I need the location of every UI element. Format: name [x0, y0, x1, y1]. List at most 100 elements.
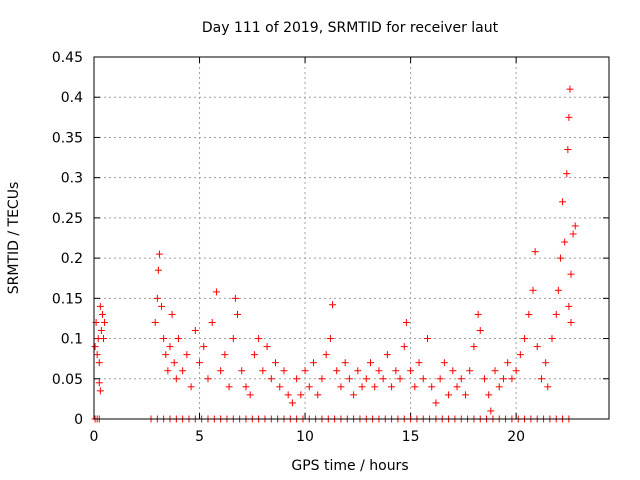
data-point: [288, 399, 296, 407]
data-point: [191, 327, 199, 335]
data-point: [91, 343, 99, 351]
data-point: [231, 294, 239, 302]
data-point: [487, 407, 495, 415]
grid: [94, 57, 609, 419]
data-point: [474, 310, 482, 318]
data-point: [179, 367, 187, 375]
data-point: [166, 343, 174, 351]
y-tick-label: 0.15: [52, 291, 83, 307]
data-point: [533, 343, 541, 351]
data-point: [170, 359, 178, 367]
data-point: [305, 383, 313, 391]
data-point: [554, 286, 562, 294]
data-point: [229, 335, 237, 343]
data-point: [238, 367, 246, 375]
data-point: [221, 351, 229, 359]
data-point: [564, 146, 572, 154]
data-point: [495, 383, 503, 391]
data-point: [415, 359, 423, 367]
data-point: [272, 359, 280, 367]
data-point: [508, 375, 516, 383]
y-tick-label: 0.45: [52, 50, 83, 66]
data-point: [155, 250, 163, 258]
data-point: [362, 375, 370, 383]
data-point: [537, 375, 545, 383]
data-point: [183, 351, 191, 359]
data-point: [187, 383, 195, 391]
x-tick-label: 0: [90, 429, 99, 445]
data-point: [457, 375, 465, 383]
data-point: [354, 367, 362, 375]
data-point: [174, 335, 182, 343]
ticks: 0 0.05 0.1 0.15 0.2 0.25 0.3 0.35 0.4 0.45 0 5 10 15 2…: [52, 50, 609, 445]
data-point: [388, 383, 396, 391]
data-point: [563, 170, 571, 178]
data-point: [449, 367, 457, 375]
data-point: [567, 318, 575, 326]
data-point: [561, 238, 569, 246]
data-point: [491, 367, 499, 375]
data-point: [154, 266, 162, 274]
data-point: [525, 310, 533, 318]
y-tick-label: 0.3: [61, 171, 83, 187]
data-point: [544, 383, 552, 391]
data-point: [280, 367, 288, 375]
data-point: [234, 310, 242, 318]
data-point: [259, 367, 267, 375]
data-point: [485, 391, 493, 399]
x-tick-label: 10: [296, 429, 314, 445]
data-point: [310, 359, 318, 367]
data-point: [552, 310, 560, 318]
chart-title: Day 111 of 2019, SRMTID for receiver lau…: [202, 20, 499, 36]
data-point: [196, 359, 204, 367]
data-point: [400, 343, 408, 351]
data-point: [383, 351, 391, 359]
data-point: [160, 335, 168, 343]
data-point: [95, 359, 103, 367]
data-point: [432, 399, 440, 407]
data-point: [392, 367, 400, 375]
x-tick-label: 5: [195, 429, 204, 445]
data-point: [375, 367, 383, 375]
data-point: [98, 310, 106, 318]
data-point: [396, 375, 404, 383]
plot-frame: [93, 56, 610, 420]
data-point: [293, 375, 301, 383]
data-point: [208, 318, 216, 326]
data-point: [250, 351, 258, 359]
data-point: [504, 359, 512, 367]
data-point: [96, 302, 104, 310]
data-point: [453, 383, 461, 391]
x-tick-label: 20: [507, 429, 525, 445]
data-point: [407, 367, 415, 375]
data-point: [263, 343, 271, 351]
data-point: [556, 254, 564, 262]
data-point: [164, 367, 172, 375]
data-point: [318, 375, 326, 383]
data-point: [284, 391, 292, 399]
data-point: [337, 383, 345, 391]
data-point: [326, 335, 334, 343]
data-point: [93, 351, 101, 359]
data-point: [548, 335, 556, 343]
data-point: [225, 383, 233, 391]
data-point: [411, 383, 419, 391]
data-point: [212, 288, 220, 296]
data-point: [516, 351, 524, 359]
data-point: [567, 270, 575, 278]
data-point: [428, 383, 436, 391]
data-point: [297, 391, 305, 399]
x-axis-label: GPS time / hours: [291, 458, 408, 474]
data-point: [267, 375, 275, 383]
data-point: [276, 383, 284, 391]
data-point: [172, 375, 180, 383]
data-point: [566, 85, 574, 93]
x-tick-label: 15: [402, 429, 420, 445]
data-point: [569, 230, 577, 238]
data-point: [217, 367, 225, 375]
data-point: [565, 113, 573, 121]
data-point: [301, 367, 309, 375]
data-point: [542, 359, 550, 367]
data-point: [96, 387, 104, 395]
